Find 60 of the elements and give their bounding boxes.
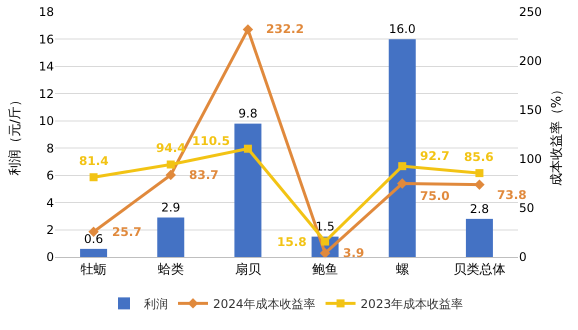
point — [242, 24, 254, 35]
data-label: 75.0 — [420, 189, 450, 203]
y2-tick-label: 150 — [519, 103, 542, 118]
bar — [234, 124, 262, 257]
y2-tick-label: 250 — [519, 5, 542, 20]
y2-axis-title: 成本收益率（%） — [548, 82, 564, 186]
x-tick-label: 贝类总体 — [453, 262, 506, 278]
point — [398, 162, 406, 170]
point — [397, 178, 408, 189]
data-label: 3.9 — [343, 246, 364, 260]
y-tick-label: 8 — [46, 141, 54, 156]
x-tick-label: 蛤类 — [158, 262, 184, 278]
y-tick-label: 4 — [46, 196, 54, 210]
y2-tick-label: 200 — [519, 54, 542, 68]
point — [474, 179, 485, 190]
y2-tick-label: 100 — [519, 152, 542, 166]
bar — [80, 248, 108, 257]
x-tick-label: 牡蛎 — [80, 262, 107, 278]
data-label: 110.5 — [192, 134, 230, 148]
data-label: 1.5 — [316, 220, 335, 234]
y-tick-label: 0 — [46, 250, 54, 264]
data-label: 83.7 — [189, 168, 219, 182]
data-label: 9.8 — [238, 106, 258, 121]
data-label: 92.7 — [420, 149, 450, 163]
data-label: 2.8 — [470, 202, 489, 216]
data-label: 25.7 — [112, 225, 142, 239]
data-label: 0.6 — [84, 232, 104, 246]
data-label: 2.9 — [161, 200, 180, 215]
data-label: 232.2 — [266, 22, 304, 36]
point — [320, 248, 330, 258]
legend-label: 2023年成本收益率 — [360, 297, 464, 312]
legend-label: 利润 — [144, 297, 168, 312]
point — [244, 144, 252, 153]
y-tick-label: 2 — [46, 222, 54, 237]
y-tick-label: 6 — [46, 168, 54, 183]
y2-tick-label: 0 — [519, 250, 527, 264]
point — [321, 238, 330, 246]
y-tick-label: 16 — [38, 32, 54, 46]
x-tick-label: 螺 — [396, 262, 409, 278]
data-label: 16.0 — [388, 22, 416, 36]
bar — [466, 218, 493, 257]
data-label: 73.8 — [497, 188, 527, 202]
x-tick-label: 扇贝 — [234, 262, 261, 278]
legend-label: 2024年成本收益率 — [213, 297, 316, 312]
y2-tick-label: 50 — [519, 201, 534, 216]
y-tick-label: 14 — [38, 60, 54, 74]
point — [166, 170, 176, 180]
y-tick-label: 18 — [38, 5, 54, 20]
y-tick-label: 12 — [38, 86, 54, 101]
y-tick-label: 10 — [38, 114, 54, 128]
x-tick-label: 鲍鱼 — [312, 262, 338, 278]
bar — [388, 39, 416, 257]
point — [475, 169, 484, 178]
y-axis-title: 利润（元/斤） — [8, 93, 23, 176]
data-label: 85.6 — [464, 150, 494, 164]
data-label: 81.4 — [79, 154, 109, 168]
data-label: 15.8 — [277, 235, 307, 249]
point — [166, 160, 175, 168]
bar — [157, 218, 184, 257]
point — [90, 173, 98, 182]
